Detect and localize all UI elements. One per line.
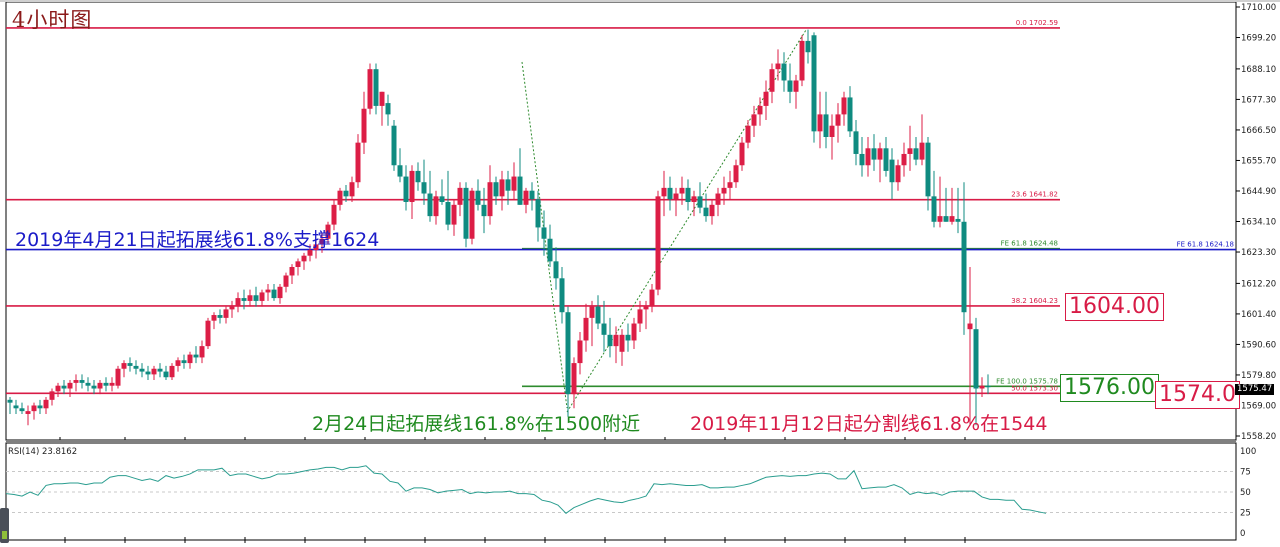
svg-text:23.6 1641.82: 23.6 1641.82: [1011, 191, 1058, 199]
current-price-marker: 1575.47: [1235, 384, 1275, 395]
svg-text:1612.20: 1612.20: [1241, 279, 1276, 289]
scroll-handle[interactable]: [0, 508, 9, 543]
svg-text:50.0 1573.30: 50.0 1573.30: [1011, 384, 1058, 392]
svg-text:1623.30: 1623.30: [1241, 248, 1276, 258]
dashed-trendlines: [521, 29, 807, 413]
svg-text:1579.80: 1579.80: [1241, 371, 1276, 381]
price-box-1604: 1604.00: [1065, 293, 1164, 321]
svg-text:0.0 1702.59: 0.0 1702.59: [1016, 19, 1058, 27]
svg-text:1666.50: 1666.50: [1241, 126, 1276, 136]
svg-text:38.2 1604.23: 38.2 1604.23: [1011, 297, 1058, 305]
svg-text:1699.20: 1699.20: [1241, 34, 1276, 44]
svg-text:1590.60: 1590.60: [1241, 340, 1276, 350]
candlesticks: [7, 29, 991, 426]
svg-text:FE 61.8 1624.48: FE 61.8 1624.48: [1001, 240, 1058, 248]
annotation-retracement-1544: 2019年11月12日起分割线61.8%在1544: [690, 413, 1048, 435]
svg-text:1677.30: 1677.30: [1241, 95, 1276, 105]
window-top-border: [0, 0, 1280, 2]
svg-text:1688.10: 1688.10: [1241, 65, 1276, 75]
svg-text:1644.90: 1644.90: [1241, 187, 1276, 197]
svg-text:0: 0: [1240, 529, 1245, 539]
svg-text:25: 25: [1240, 509, 1251, 519]
svg-text:1601.40: 1601.40: [1241, 310, 1276, 320]
svg-text:1655.70: 1655.70: [1241, 156, 1276, 166]
rsi-panel: 100 75 50 25 0: [5, 447, 1256, 539]
time-axis: [59, 437, 966, 543]
price-box-1576: 1576.00: [1060, 374, 1159, 402]
svg-text:100: 100: [1240, 447, 1256, 457]
price-box-1574: 1574.0: [1155, 381, 1240, 409]
svg-text:50: 50: [1240, 488, 1251, 498]
annotation-extension-1500: 2月24日起拓展线161.8%在1500附近: [312, 413, 641, 435]
price-axis: 1710.00 1699.20 1688.10 1677.30 1666.50 1655.…: [1236, 3, 1276, 442]
svg-text:1634.10: 1634.10: [1241, 218, 1276, 228]
grip-icon: [2, 531, 7, 539]
svg-text:FE 61.8 1624.18: FE 61.8 1624.18: [1177, 241, 1234, 249]
chart-title: 4小时图: [12, 8, 93, 32]
svg-text:FE 100.0 1575.78: FE 100.0 1575.78: [996, 377, 1058, 385]
svg-text:75: 75: [1240, 468, 1251, 478]
svg-text:1569.00: 1569.00: [1241, 401, 1276, 411]
svg-text:1558.20: 1558.20: [1241, 432, 1276, 442]
rsi-indicator-label: RSI(14) 23.8162: [8, 447, 78, 457]
svg-text:1710.00: 1710.00: [1241, 3, 1276, 13]
annotation-support-1624: 2019年4月21日起拓展线61.8%支撑1624: [15, 229, 380, 251]
